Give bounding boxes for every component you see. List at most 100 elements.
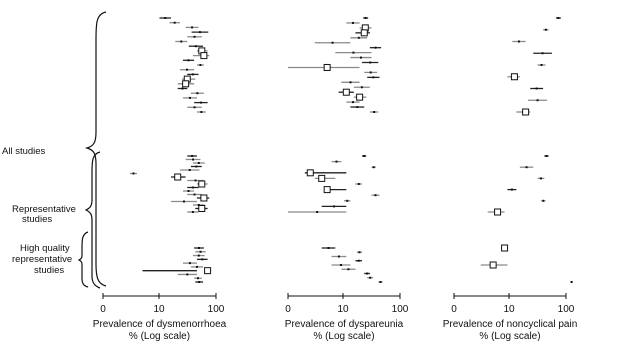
point-estimate — [191, 73, 194, 76]
point-estimate — [194, 45, 197, 48]
point-estimate — [191, 26, 194, 29]
point-estimate — [357, 36, 360, 39]
point-estimate-box — [522, 108, 530, 116]
point-estimate — [379, 281, 382, 283]
point-estimate — [186, 68, 189, 71]
point-estimate — [369, 276, 372, 279]
point-estimate — [357, 259, 360, 262]
point-estimate — [199, 64, 202, 66]
x-tick-label: 10 — [153, 304, 165, 315]
x-axis-title: Prevalence of noncyclical pain — [443, 319, 578, 330]
point-estimate — [372, 166, 375, 169]
point-estimate — [192, 158, 195, 161]
point-estimate — [339, 264, 342, 266]
point-estimate — [193, 35, 196, 38]
point-estimate — [182, 200, 185, 203]
point-estimate — [525, 166, 528, 169]
point-estimate — [356, 106, 359, 109]
point-estimate — [193, 193, 196, 196]
point-estimate — [197, 254, 200, 257]
representative-label-line2: studies — [22, 214, 52, 225]
point-estimate — [544, 28, 547, 31]
point-estimate — [357, 183, 360, 185]
point-estimate — [351, 21, 354, 24]
point-estimate — [199, 101, 202, 104]
point-estimate — [536, 99, 539, 102]
representative-label: Representative — [12, 204, 76, 215]
group-labels: All studies Representative studies High … — [2, 11, 107, 289]
point-estimate — [545, 155, 548, 157]
x-tick-label: 0 — [285, 304, 291, 315]
point-estimate-box — [510, 73, 518, 81]
point-estimate — [191, 155, 194, 157]
point-estimate — [188, 169, 191, 171]
point-estimate — [541, 52, 544, 55]
x-tick-label: 10 — [337, 304, 349, 315]
point-estimate — [193, 106, 196, 109]
point-estimate — [196, 92, 199, 95]
point-estimate — [335, 160, 338, 163]
point-estimate — [194, 179, 197, 182]
point-estimate — [374, 46, 377, 49]
point-estimate — [195, 265, 198, 268]
point-estimate — [187, 190, 190, 192]
point-estimate — [196, 277, 199, 280]
point-estimate — [191, 186, 194, 189]
point-estimate — [374, 194, 377, 197]
point-estimate — [316, 211, 319, 213]
point-estimate-box — [318, 174, 326, 182]
forest-panel-1: 0 10 100 Prevalence of dysmenorrhoea% (Log … — [93, 17, 227, 342]
point-estimate — [535, 87, 538, 90]
point-estimate — [181, 87, 184, 90]
point-estimate — [187, 59, 190, 62]
representative-brace — [84, 151, 101, 289]
point-estimate-box — [200, 194, 208, 202]
high-quality-brace — [77, 231, 89, 288]
x-axis-unit: % (Log scale) — [129, 331, 190, 342]
point-estimate — [186, 273, 189, 276]
point-estimate-box — [174, 173, 182, 181]
x-tick-label: 100 — [208, 304, 225, 315]
high-quality-label: High quality — [20, 243, 70, 254]
point-estimate — [200, 111, 203, 113]
point-estimate — [364, 17, 367, 19]
point-estimate — [201, 258, 204, 261]
point-estimate-box — [306, 169, 314, 177]
point-estimate — [199, 250, 202, 253]
point-estimate-box — [342, 88, 350, 96]
point-estimate — [373, 111, 376, 113]
point-estimate — [539, 177, 542, 180]
x-tick-label: 100 — [392, 304, 409, 315]
point-estimate — [369, 71, 372, 74]
point-estimate-box — [182, 80, 190, 88]
x-axis-title: Prevalence of dysmenorrhoea — [93, 319, 227, 330]
point-estimate — [327, 247, 330, 249]
point-estimate — [352, 51, 355, 54]
point-estimate — [132, 172, 135, 175]
point-estimate — [346, 199, 349, 202]
x-tick-label: 0 — [451, 304, 457, 315]
point-estimate — [540, 64, 543, 66]
x-tick-label: 0 — [100, 304, 106, 315]
point-estimate-box — [204, 267, 212, 275]
x-tick-label: 10 — [503, 304, 515, 315]
point-estimate — [517, 40, 520, 43]
point-estimate-box — [489, 261, 497, 269]
point-estimate-box — [198, 180, 206, 188]
point-estimate — [188, 262, 191, 265]
point-estimate — [359, 56, 362, 59]
forest-panel-3: 0 10 100 Prevalence of noncyclical pain% (L… — [443, 17, 578, 342]
point-estimate-box — [323, 63, 331, 71]
point-estimate — [557, 17, 560, 19]
point-estimate — [198, 31, 201, 34]
point-estimate — [360, 86, 363, 89]
point-estimate-box — [323, 186, 331, 194]
point-estimate — [510, 188, 513, 191]
point-estimate — [358, 251, 361, 254]
point-estimate-box — [200, 52, 208, 60]
x-tick-label: 100 — [558, 304, 575, 315]
point-estimate — [337, 255, 340, 258]
high-quality-label-line3: studies — [34, 265, 64, 276]
point-estimate — [363, 155, 366, 157]
